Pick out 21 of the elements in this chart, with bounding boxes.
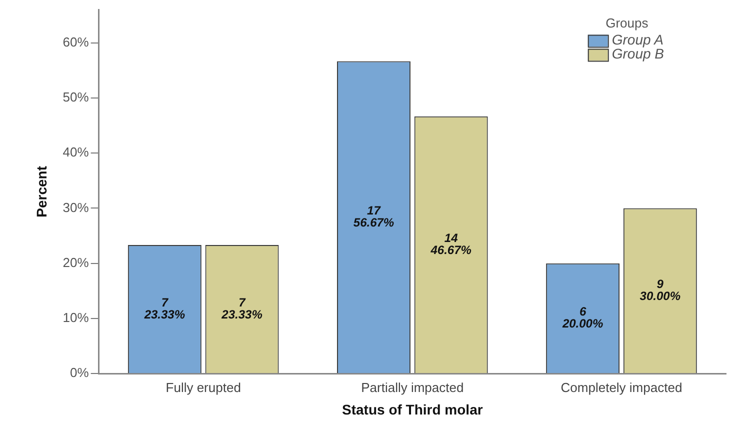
- legend-label: Group B: [612, 46, 664, 62]
- y-tick-label: 0%: [70, 365, 90, 380]
- y-tick-label: 40%: [62, 144, 90, 160]
- legend-title: Groups: [606, 15, 649, 30]
- data-label: 6 20.00%: [561, 304, 604, 331]
- y-tick-label: 60%: [62, 34, 90, 50]
- data-label: 17 56.67%: [353, 203, 394, 230]
- data-label: 14 46.67%: [430, 231, 472, 258]
- legend-label: Group A: [612, 32, 664, 48]
- y-axis-title: Percent: [33, 166, 50, 218]
- x-tick-label: Fully erupted: [166, 380, 241, 395]
- y-tick-label: 50%: [62, 90, 90, 105]
- x-tick-label: Partially impacted: [361, 380, 464, 395]
- data-label: 9 30.00%: [640, 276, 681, 303]
- y-tick-label: 30%: [62, 200, 90, 215]
- y-tick-label: 20%: [62, 254, 90, 270]
- data-label: 7 23.33%: [220, 295, 263, 322]
- x-axis-title: Status of Third molar: [342, 401, 484, 418]
- y-tick-label: 10%: [62, 310, 90, 326]
- data-label: 7 23.33%: [143, 295, 186, 322]
- x-tick-label: Completely impacted: [560, 380, 682, 395]
